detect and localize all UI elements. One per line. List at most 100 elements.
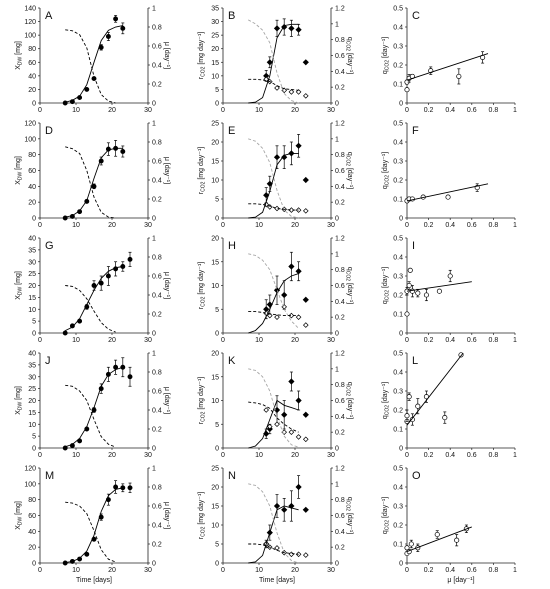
- grey-dashed-curve: [248, 368, 299, 448]
- y2-tick-label: 0.8: [152, 485, 162, 492]
- y-tick-label: 20: [28, 87, 36, 94]
- x-tick-label: 20: [291, 107, 299, 114]
- x-tick-label: 30: [327, 337, 335, 344]
- x-tick-label: 20: [108, 107, 116, 114]
- open-diamond-point: [295, 89, 302, 95]
- y2-tick-label: 1: [335, 481, 339, 488]
- y2-tick-label: 0.6: [335, 398, 345, 405]
- filled-point: [105, 273, 111, 279]
- y2-tick-label: 1.2: [335, 351, 345, 358]
- filled-point: [127, 256, 133, 262]
- y2-tick-label: 1: [335, 21, 339, 28]
- open-point: [404, 545, 410, 551]
- x-tick-label: 10: [72, 222, 80, 229]
- y-tick-label: 0: [32, 331, 36, 338]
- y-tick-label: 20: [211, 485, 219, 492]
- y-tick-label: 40: [28, 236, 36, 243]
- panel-o: 0 0.2 0.4 0.6 0.8 1 0 0.1 0.2 0.3 0.4 0.5 qCO2 [day⁻…: [382, 466, 517, 585]
- open-diamond-point: [263, 76, 269, 83]
- open-diamond-point: [267, 423, 273, 430]
- y-tick-label: 20: [28, 200, 36, 207]
- x-tick-label: 0.6: [467, 567, 477, 574]
- x-tick-label: 10: [72, 337, 80, 344]
- x-tick-label: 0: [405, 452, 409, 459]
- y-axis-label: XDW [mg]: [15, 271, 24, 300]
- y2-tick-label: 0.4: [152, 178, 162, 185]
- y2-tick-label: 0.2: [335, 85, 345, 92]
- x-tick-label: 0.6: [467, 452, 477, 459]
- panel-c: 0 0.2 0.4 0.6 0.8 1 0 0.1 0.2 0.3 0.4 0.5 qCO2 [day⁻…: [382, 6, 517, 115]
- y-tick-label: 0.1: [393, 82, 403, 89]
- y2-tick-label: 0: [152, 561, 156, 568]
- filled-diamond-point: [295, 397, 302, 404]
- y-tick-label: 5: [215, 307, 219, 314]
- y2-tick-label: 1.2: [335, 236, 345, 243]
- y2-axis-label: μ [day⁻¹]: [163, 42, 170, 69]
- y-tick-label: 0.3: [393, 274, 403, 281]
- y-tick-label: 0.3: [393, 159, 403, 166]
- y-axis-label: qCO2 [day⁻¹]: [382, 267, 391, 304]
- open-diamond-point: [274, 421, 280, 428]
- dark-solid-curve: [248, 273, 299, 334]
- y-tick-label: 40: [28, 73, 36, 80]
- y2-tick-label: 1: [152, 6, 156, 13]
- y-tick-label: 0: [32, 446, 36, 453]
- x-tick-label: 0.2: [424, 337, 434, 344]
- y-axis-label: XDW [mg]: [15, 501, 24, 530]
- y2-tick-label: 0.2: [335, 430, 345, 437]
- filled-diamond-point: [281, 291, 288, 299]
- y2-tick-label: 1: [335, 136, 339, 143]
- y-tick-label: 40: [28, 529, 36, 536]
- panel-letter: C: [412, 10, 420, 22]
- panel-letter: N: [228, 470, 236, 482]
- y-tick-label: 0: [32, 101, 36, 108]
- y-tick-label: 5: [32, 319, 36, 326]
- y-axis-label: rCO2 [mg day⁻¹]: [198, 377, 207, 424]
- open-diamond-point: [274, 85, 280, 91]
- filled-diamond-point: [266, 59, 273, 66]
- y-tick-label: 5: [215, 197, 219, 204]
- grey-dashed-curve: [248, 138, 299, 219]
- y2-tick-label: 0.8: [335, 152, 345, 159]
- panel-letter: M: [45, 470, 54, 482]
- y-tick-label: 0: [399, 101, 403, 108]
- y2-axis-label: μ [day⁻¹]: [163, 502, 170, 529]
- y-tick-label: 15: [28, 295, 36, 302]
- x-tick-label: 0: [405, 567, 409, 574]
- x-tick-label: 30: [144, 452, 152, 459]
- y2-tick-label: 0: [335, 561, 339, 568]
- y-tick-label: 120: [24, 121, 36, 128]
- x-tick-label: 10: [255, 222, 263, 229]
- x-tick-label: 0: [221, 337, 225, 344]
- y2-tick-label: 0: [152, 446, 156, 453]
- dark-solid-curve: [248, 152, 299, 219]
- open-point: [406, 282, 412, 289]
- x-tick-label: 0.4: [445, 107, 455, 114]
- filled-diamond-point: [302, 59, 309, 66]
- x-tick-label: 20: [291, 337, 299, 344]
- y-tick-label: 25: [28, 386, 36, 393]
- filled-point: [62, 560, 68, 566]
- y2-tick-label: 0.8: [335, 267, 345, 274]
- dark-solid-curve: [65, 366, 123, 448]
- open-point: [409, 288, 415, 294]
- y-tick-label: 60: [28, 513, 36, 520]
- y2-axis-label: μ [day⁻¹]: [163, 157, 170, 184]
- y-axis-label: XDW [mg]: [15, 41, 24, 70]
- open-point: [447, 273, 453, 279]
- y-tick-label: 140: [24, 6, 36, 13]
- x-tick-label: 30: [327, 567, 335, 574]
- open-diamond-point: [267, 312, 273, 319]
- y-tick-label: 0.2: [393, 63, 403, 70]
- panel-letter: D: [45, 125, 53, 137]
- y-tick-label: 0: [399, 561, 403, 568]
- open-point: [456, 73, 462, 79]
- open-point: [415, 403, 421, 409]
- y-tick-label: 60: [28, 60, 36, 67]
- x-tick-label: 30: [144, 567, 152, 574]
- filled-diamond-point: [263, 192, 270, 199]
- x-tick-label: 20: [108, 452, 116, 459]
- open-point: [406, 394, 412, 400]
